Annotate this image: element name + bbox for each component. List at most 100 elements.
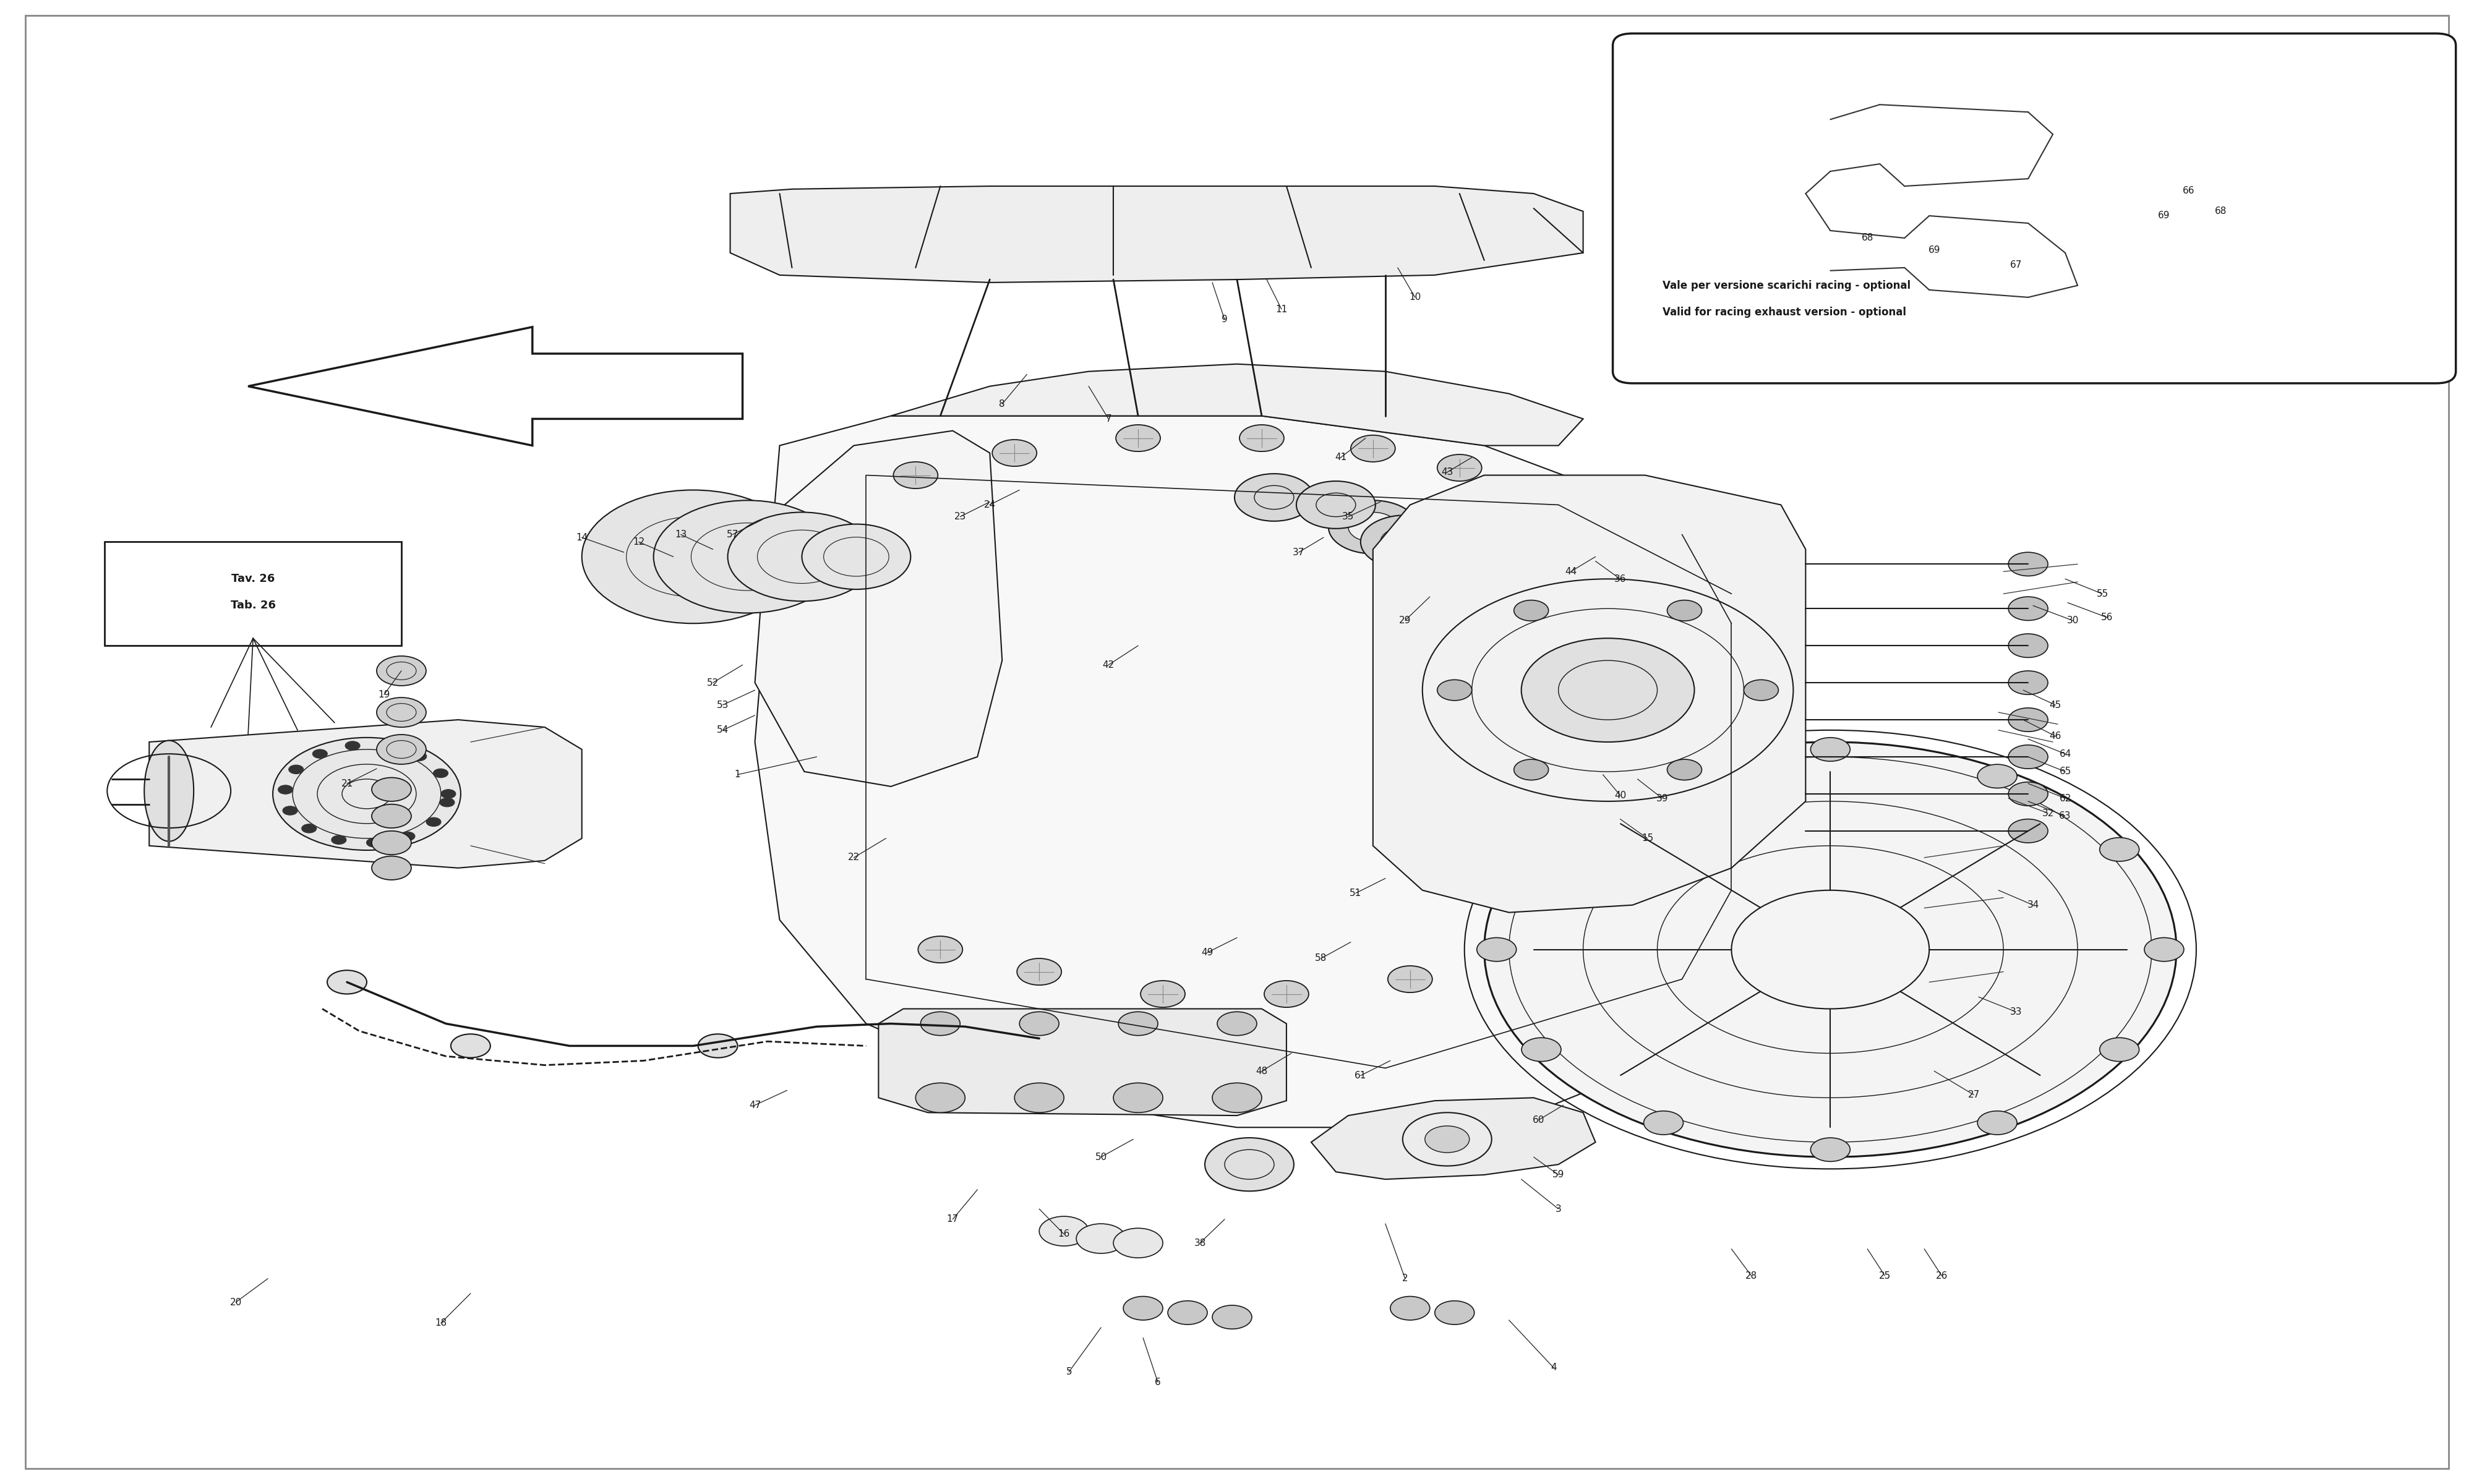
Text: Valid for racing exhaust version - optional: Valid for racing exhaust version - optio… xyxy=(1663,307,1905,318)
Text: 7: 7 xyxy=(1106,414,1111,423)
Text: 16: 16 xyxy=(1059,1229,1069,1239)
Circle shape xyxy=(1667,760,1702,781)
Text: 14: 14 xyxy=(576,533,589,542)
Text: 9: 9 xyxy=(1222,315,1227,324)
Text: 5: 5 xyxy=(1066,1367,1071,1377)
Ellipse shape xyxy=(581,490,804,623)
Text: 43: 43 xyxy=(1442,467,1452,476)
Text: 49: 49 xyxy=(1202,948,1212,957)
Circle shape xyxy=(755,537,844,591)
Circle shape xyxy=(2009,634,2048,657)
Circle shape xyxy=(1239,424,1284,451)
Text: 64: 64 xyxy=(2058,749,2071,758)
Circle shape xyxy=(371,831,411,855)
Text: 50: 50 xyxy=(1096,1153,1106,1162)
Text: 58: 58 xyxy=(1316,954,1326,963)
Circle shape xyxy=(1484,742,2177,1158)
Circle shape xyxy=(893,462,938,488)
Circle shape xyxy=(918,936,962,963)
Circle shape xyxy=(1113,1229,1163,1258)
Text: 60: 60 xyxy=(1531,1116,1544,1125)
Circle shape xyxy=(2009,782,2048,806)
Text: 54: 54 xyxy=(717,726,730,735)
Text: 13: 13 xyxy=(675,530,688,539)
Circle shape xyxy=(1017,959,1061,985)
FancyBboxPatch shape xyxy=(25,16,2449,1468)
Circle shape xyxy=(829,545,903,589)
Text: 65: 65 xyxy=(2058,767,2071,776)
Text: 44: 44 xyxy=(1566,567,1576,576)
Circle shape xyxy=(332,835,346,844)
Circle shape xyxy=(1264,981,1309,1008)
Ellipse shape xyxy=(727,512,876,601)
Text: Tab. 26: Tab. 26 xyxy=(230,600,275,611)
Text: 40: 40 xyxy=(1613,791,1625,800)
Circle shape xyxy=(1522,638,1695,742)
Circle shape xyxy=(1212,1083,1262,1113)
Text: 20: 20 xyxy=(230,1297,242,1307)
Circle shape xyxy=(1351,435,1395,462)
Circle shape xyxy=(1014,1083,1064,1113)
Text: 35: 35 xyxy=(1343,512,1353,521)
Polygon shape xyxy=(755,416,1781,1128)
Text: 67: 67 xyxy=(2009,260,2021,269)
Text: 2: 2 xyxy=(1403,1273,1408,1284)
Circle shape xyxy=(366,838,381,847)
Polygon shape xyxy=(755,430,1002,787)
Text: 10: 10 xyxy=(1410,292,1420,301)
Circle shape xyxy=(1123,1297,1163,1321)
Circle shape xyxy=(371,804,411,828)
Circle shape xyxy=(1643,1112,1682,1135)
Circle shape xyxy=(1522,1037,1561,1061)
Circle shape xyxy=(1425,1126,1470,1153)
Circle shape xyxy=(1217,1012,1257,1036)
Text: 18: 18 xyxy=(435,1318,448,1328)
Circle shape xyxy=(346,742,361,749)
Text: 28: 28 xyxy=(1744,1270,1757,1281)
Circle shape xyxy=(698,1034,737,1058)
Circle shape xyxy=(1514,600,1549,620)
Text: 29: 29 xyxy=(1400,616,1410,625)
Circle shape xyxy=(1118,1012,1158,1036)
Circle shape xyxy=(1437,454,1482,481)
Circle shape xyxy=(312,749,327,758)
Text: 34: 34 xyxy=(2026,901,2039,910)
Circle shape xyxy=(992,439,1037,466)
Circle shape xyxy=(1380,527,1430,556)
Circle shape xyxy=(2100,837,2140,861)
Text: Tav. 26: Tav. 26 xyxy=(230,573,275,585)
Text: 68: 68 xyxy=(2214,206,2227,217)
Polygon shape xyxy=(730,186,1583,282)
FancyBboxPatch shape xyxy=(1613,34,2457,383)
Text: 45: 45 xyxy=(2048,700,2061,709)
Text: 41: 41 xyxy=(1336,453,1346,462)
Circle shape xyxy=(1388,966,1432,993)
Circle shape xyxy=(713,528,821,594)
Text: 32: 32 xyxy=(2041,809,2053,818)
Text: 61: 61 xyxy=(1356,1071,1366,1080)
Text: 33: 33 xyxy=(2009,1008,2021,1017)
Text: 57: 57 xyxy=(727,530,740,539)
Circle shape xyxy=(1477,938,1517,962)
Text: 11: 11 xyxy=(1277,304,1286,313)
Circle shape xyxy=(2009,708,2048,732)
Circle shape xyxy=(1212,1306,1252,1330)
Text: 51: 51 xyxy=(1351,889,1361,898)
Text: 21: 21 xyxy=(341,779,354,788)
Ellipse shape xyxy=(143,741,193,841)
Circle shape xyxy=(1977,764,2016,788)
Text: 63: 63 xyxy=(2058,812,2071,821)
Text: 52: 52 xyxy=(708,678,720,687)
Ellipse shape xyxy=(802,524,910,589)
Text: 38: 38 xyxy=(1195,1238,1205,1248)
Circle shape xyxy=(1667,600,1702,620)
Polygon shape xyxy=(891,364,1583,445)
Circle shape xyxy=(411,752,426,761)
Text: 66: 66 xyxy=(2182,186,2194,196)
Text: 42: 42 xyxy=(1103,660,1113,669)
Circle shape xyxy=(2100,1037,2140,1061)
Circle shape xyxy=(1076,1224,1126,1254)
Text: 36: 36 xyxy=(1613,574,1625,583)
Circle shape xyxy=(2009,597,2048,620)
Circle shape xyxy=(1168,1301,1207,1325)
